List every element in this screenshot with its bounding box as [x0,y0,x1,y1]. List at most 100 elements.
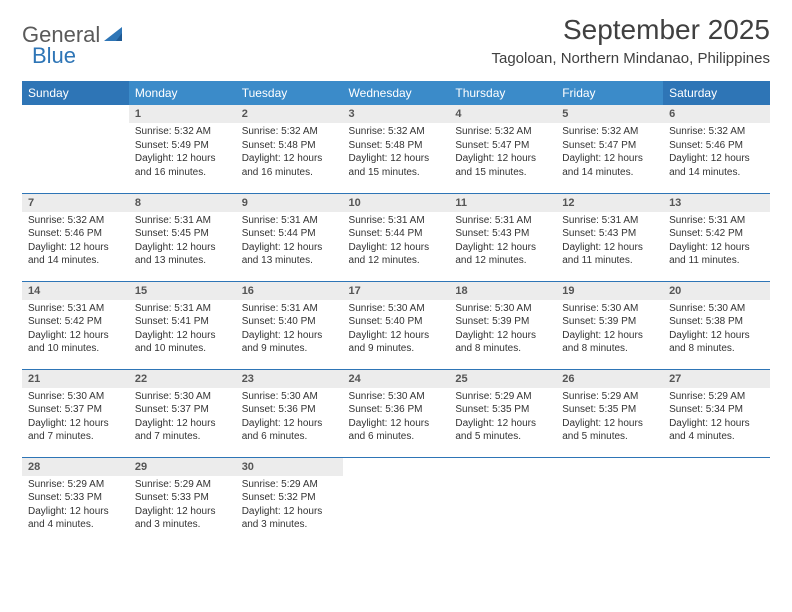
day-data: Sunrise: 5:30 AMSunset: 5:37 PMDaylight:… [22,388,129,448]
day-number: 16 [236,282,343,300]
daylight-line2: and 13 minutes. [242,254,337,268]
calendar-day-cell: 24Sunrise: 5:30 AMSunset: 5:36 PMDayligh… [343,369,450,457]
day-number: 18 [449,282,556,300]
weekday-header: Friday [556,81,663,105]
day-data: Sunrise: 5:31 AMSunset: 5:44 PMDaylight:… [343,212,450,272]
daylight-line1: Daylight: 12 hours [135,152,230,166]
daylight-line1: Daylight: 12 hours [349,329,444,343]
calendar-day-cell: 9Sunrise: 5:31 AMSunset: 5:44 PMDaylight… [236,193,343,281]
weekday-header: Sunday [22,81,129,105]
sunset-line: Sunset: 5:47 PM [562,139,657,153]
sunrise-line: Sunrise: 5:31 AM [349,214,444,228]
sunset-line: Sunset: 5:41 PM [135,315,230,329]
day-number: 20 [663,282,770,300]
calendar-page: General September 2025 Tagoloan, Norther… [0,0,792,555]
calendar-week-row: .1Sunrise: 5:32 AMSunset: 5:49 PMDayligh… [22,105,770,193]
daylight-line1: Daylight: 12 hours [669,329,764,343]
calendar-day-cell: 12Sunrise: 5:31 AMSunset: 5:43 PMDayligh… [556,193,663,281]
day-number: 8 [129,194,236,212]
day-data: Sunrise: 5:30 AMSunset: 5:40 PMDaylight:… [343,300,450,360]
weekday-header: Monday [129,81,236,105]
sunrise-line: Sunrise: 5:32 AM [28,214,123,228]
day-data: Sunrise: 5:32 AMSunset: 5:49 PMDaylight:… [129,123,236,183]
sunrise-line: Sunrise: 5:29 AM [242,478,337,492]
day-data: Sunrise: 5:30 AMSunset: 5:39 PMDaylight:… [449,300,556,360]
day-number: 27 [663,370,770,388]
day-number: 11 [449,194,556,212]
calendar-day-cell: . [343,457,450,545]
location-subtitle: Tagoloan, Northern Mindanao, Philippines [491,50,770,67]
daylight-line2: and 6 minutes. [242,430,337,444]
sunrise-line: Sunrise: 5:31 AM [28,302,123,316]
day-data: Sunrise: 5:30 AMSunset: 5:39 PMDaylight:… [556,300,663,360]
calendar-day-cell: 16Sunrise: 5:31 AMSunset: 5:40 PMDayligh… [236,281,343,369]
daylight-line1: Daylight: 12 hours [455,417,550,431]
daylight-line1: Daylight: 12 hours [349,241,444,255]
day-data: Sunrise: 5:31 AMSunset: 5:42 PMDaylight:… [22,300,129,360]
day-data: Sunrise: 5:31 AMSunset: 5:42 PMDaylight:… [663,212,770,272]
daylight-line2: and 8 minutes. [562,342,657,356]
sunrise-line: Sunrise: 5:31 AM [135,302,230,316]
daylight-line2: and 8 minutes. [455,342,550,356]
calendar-day-cell: 25Sunrise: 5:29 AMSunset: 5:35 PMDayligh… [449,369,556,457]
sunset-line: Sunset: 5:40 PM [242,315,337,329]
sunset-line: Sunset: 5:44 PM [349,227,444,241]
sunset-line: Sunset: 5:46 PM [669,139,764,153]
daylight-line2: and 7 minutes. [135,430,230,444]
daylight-line1: Daylight: 12 hours [669,241,764,255]
sunset-line: Sunset: 5:48 PM [242,139,337,153]
day-number: 12 [556,194,663,212]
day-number: 7 [22,194,129,212]
day-data: Sunrise: 5:32 AMSunset: 5:47 PMDaylight:… [556,123,663,183]
sunrise-line: Sunrise: 5:31 AM [562,214,657,228]
calendar-day-cell: 2Sunrise: 5:32 AMSunset: 5:48 PMDaylight… [236,105,343,193]
daylight-line1: Daylight: 12 hours [349,152,444,166]
day-number: 3 [343,105,450,123]
daylight-line2: and 11 minutes. [562,254,657,268]
sunset-line: Sunset: 5:38 PM [669,315,764,329]
sunrise-line: Sunrise: 5:29 AM [135,478,230,492]
sunset-line: Sunset: 5:42 PM [28,315,123,329]
calendar-day-cell: 15Sunrise: 5:31 AMSunset: 5:41 PMDayligh… [129,281,236,369]
sunrise-line: Sunrise: 5:31 AM [669,214,764,228]
day-number: 2 [236,105,343,123]
sunset-line: Sunset: 5:45 PM [135,227,230,241]
calendar-day-cell: 30Sunrise: 5:29 AMSunset: 5:32 PMDayligh… [236,457,343,545]
calendar-day-cell: 23Sunrise: 5:30 AMSunset: 5:36 PMDayligh… [236,369,343,457]
calendar-day-cell: 13Sunrise: 5:31 AMSunset: 5:42 PMDayligh… [663,193,770,281]
daylight-line2: and 16 minutes. [135,166,230,180]
daylight-line1: Daylight: 12 hours [669,152,764,166]
daylight-line1: Daylight: 12 hours [669,417,764,431]
weekday-header: Tuesday [236,81,343,105]
daylight-line2: and 3 minutes. [242,518,337,532]
calendar-table: SundayMondayTuesdayWednesdayThursdayFrid… [22,81,770,545]
sunrise-line: Sunrise: 5:29 AM [562,390,657,404]
day-data: Sunrise: 5:29 AMSunset: 5:35 PMDaylight:… [556,388,663,448]
daylight-line2: and 14 minutes. [562,166,657,180]
day-number: 15 [129,282,236,300]
daylight-line1: Daylight: 12 hours [242,505,337,519]
calendar-day-cell: 10Sunrise: 5:31 AMSunset: 5:44 PMDayligh… [343,193,450,281]
day-number: 30 [236,458,343,476]
sunset-line: Sunset: 5:36 PM [349,403,444,417]
sunset-line: Sunset: 5:46 PM [28,227,123,241]
calendar-day-cell: 26Sunrise: 5:29 AMSunset: 5:35 PMDayligh… [556,369,663,457]
sunset-line: Sunset: 5:48 PM [349,139,444,153]
daylight-line2: and 12 minutes. [455,254,550,268]
calendar-day-cell: 19Sunrise: 5:30 AMSunset: 5:39 PMDayligh… [556,281,663,369]
daylight-line2: and 9 minutes. [349,342,444,356]
day-data: Sunrise: 5:30 AMSunset: 5:37 PMDaylight:… [129,388,236,448]
daylight-line1: Daylight: 12 hours [135,241,230,255]
sunset-line: Sunset: 5:49 PM [135,139,230,153]
calendar-day-cell: 28Sunrise: 5:29 AMSunset: 5:33 PMDayligh… [22,457,129,545]
daylight-line2: and 4 minutes. [669,430,764,444]
calendar-day-cell: 21Sunrise: 5:30 AMSunset: 5:37 PMDayligh… [22,369,129,457]
sunrise-line: Sunrise: 5:31 AM [135,214,230,228]
calendar-week-row: 28Sunrise: 5:29 AMSunset: 5:33 PMDayligh… [22,457,770,545]
calendar-day-cell: 11Sunrise: 5:31 AMSunset: 5:43 PMDayligh… [449,193,556,281]
day-number: 24 [343,370,450,388]
calendar-day-cell: 4Sunrise: 5:32 AMSunset: 5:47 PMDaylight… [449,105,556,193]
sunrise-line: Sunrise: 5:30 AM [349,390,444,404]
sunset-line: Sunset: 5:36 PM [242,403,337,417]
weekday-header: Thursday [449,81,556,105]
